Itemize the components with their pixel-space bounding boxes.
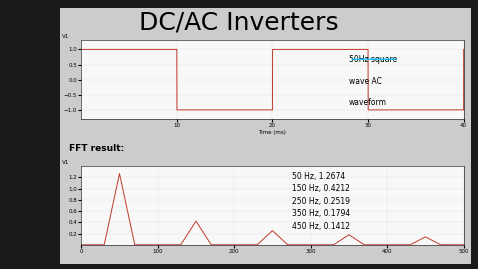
Text: 250 Hz, 0.2519: 250 Hz, 0.2519: [292, 197, 349, 206]
Text: FFT result:: FFT result:: [69, 144, 125, 153]
Y-axis label: V1: V1: [62, 34, 70, 39]
Text: 150 Hz, 0.4212: 150 Hz, 0.4212: [292, 184, 349, 193]
X-axis label: Time (ms): Time (ms): [259, 130, 286, 134]
Text: 50 Hz, 1.2674: 50 Hz, 1.2674: [292, 172, 345, 181]
Text: waveform: waveform: [349, 98, 387, 107]
Text: 450 Hz, 0.1412: 450 Hz, 0.1412: [292, 222, 349, 231]
Text: wave AC: wave AC: [349, 76, 382, 86]
Y-axis label: V1: V1: [62, 160, 70, 165]
Text: 50Hz square: 50Hz square: [349, 55, 397, 63]
Text: 350 Hz, 0.1794: 350 Hz, 0.1794: [292, 209, 350, 218]
Text: DC/AC Inverters: DC/AC Inverters: [139, 11, 339, 35]
